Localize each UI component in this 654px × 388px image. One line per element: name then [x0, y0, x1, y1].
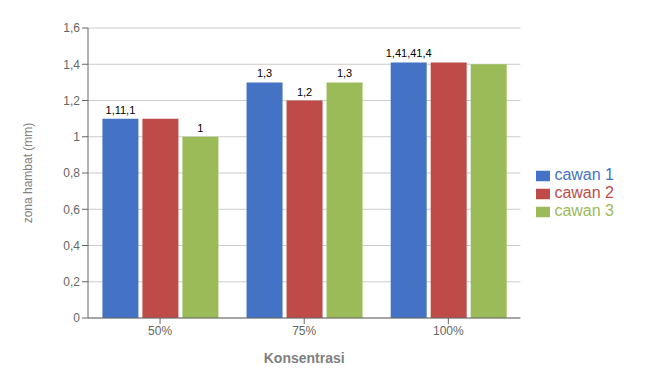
svg-text:0,4: 0,4	[63, 239, 80, 253]
svg-text:0: 0	[73, 311, 80, 325]
svg-text:75%: 75%	[292, 324, 316, 338]
svg-text:1,41,41,4: 1,41,41,4	[386, 47, 432, 59]
svg-text:0,8: 0,8	[63, 166, 80, 180]
html-text:cawan 1: cawan 1	[554, 166, 614, 183]
svg-text:1,2: 1,2	[297, 86, 312, 98]
svg-text:1,3: 1,3	[337, 67, 352, 79]
html-text:cawan 2: cawan 2	[554, 184, 614, 201]
html-text:cawan 3: cawan 3	[554, 202, 614, 219]
svg-text:50%: 50%	[148, 324, 172, 338]
svg-text:1: 1	[197, 122, 203, 134]
svg-text:1,3: 1,3	[257, 67, 272, 79]
svg-text:0,6: 0,6	[63, 203, 80, 217]
svg-text:100%: 100%	[433, 324, 464, 338]
svg-text:1,11,1: 1,11,1	[106, 104, 136, 116]
svg-text:1,2: 1,2	[63, 94, 80, 108]
svg-text:0,2: 0,2	[63, 275, 80, 289]
svg-text:1: 1	[73, 130, 80, 144]
svg-text:Konsentrasi: Konsentrasi	[264, 350, 345, 366]
svg-text:1,4: 1,4	[63, 58, 80, 72]
svg-text:1,6: 1,6	[63, 21, 80, 35]
svg-text:zona hambat (mm): zona hambat (mm)	[21, 123, 35, 224]
